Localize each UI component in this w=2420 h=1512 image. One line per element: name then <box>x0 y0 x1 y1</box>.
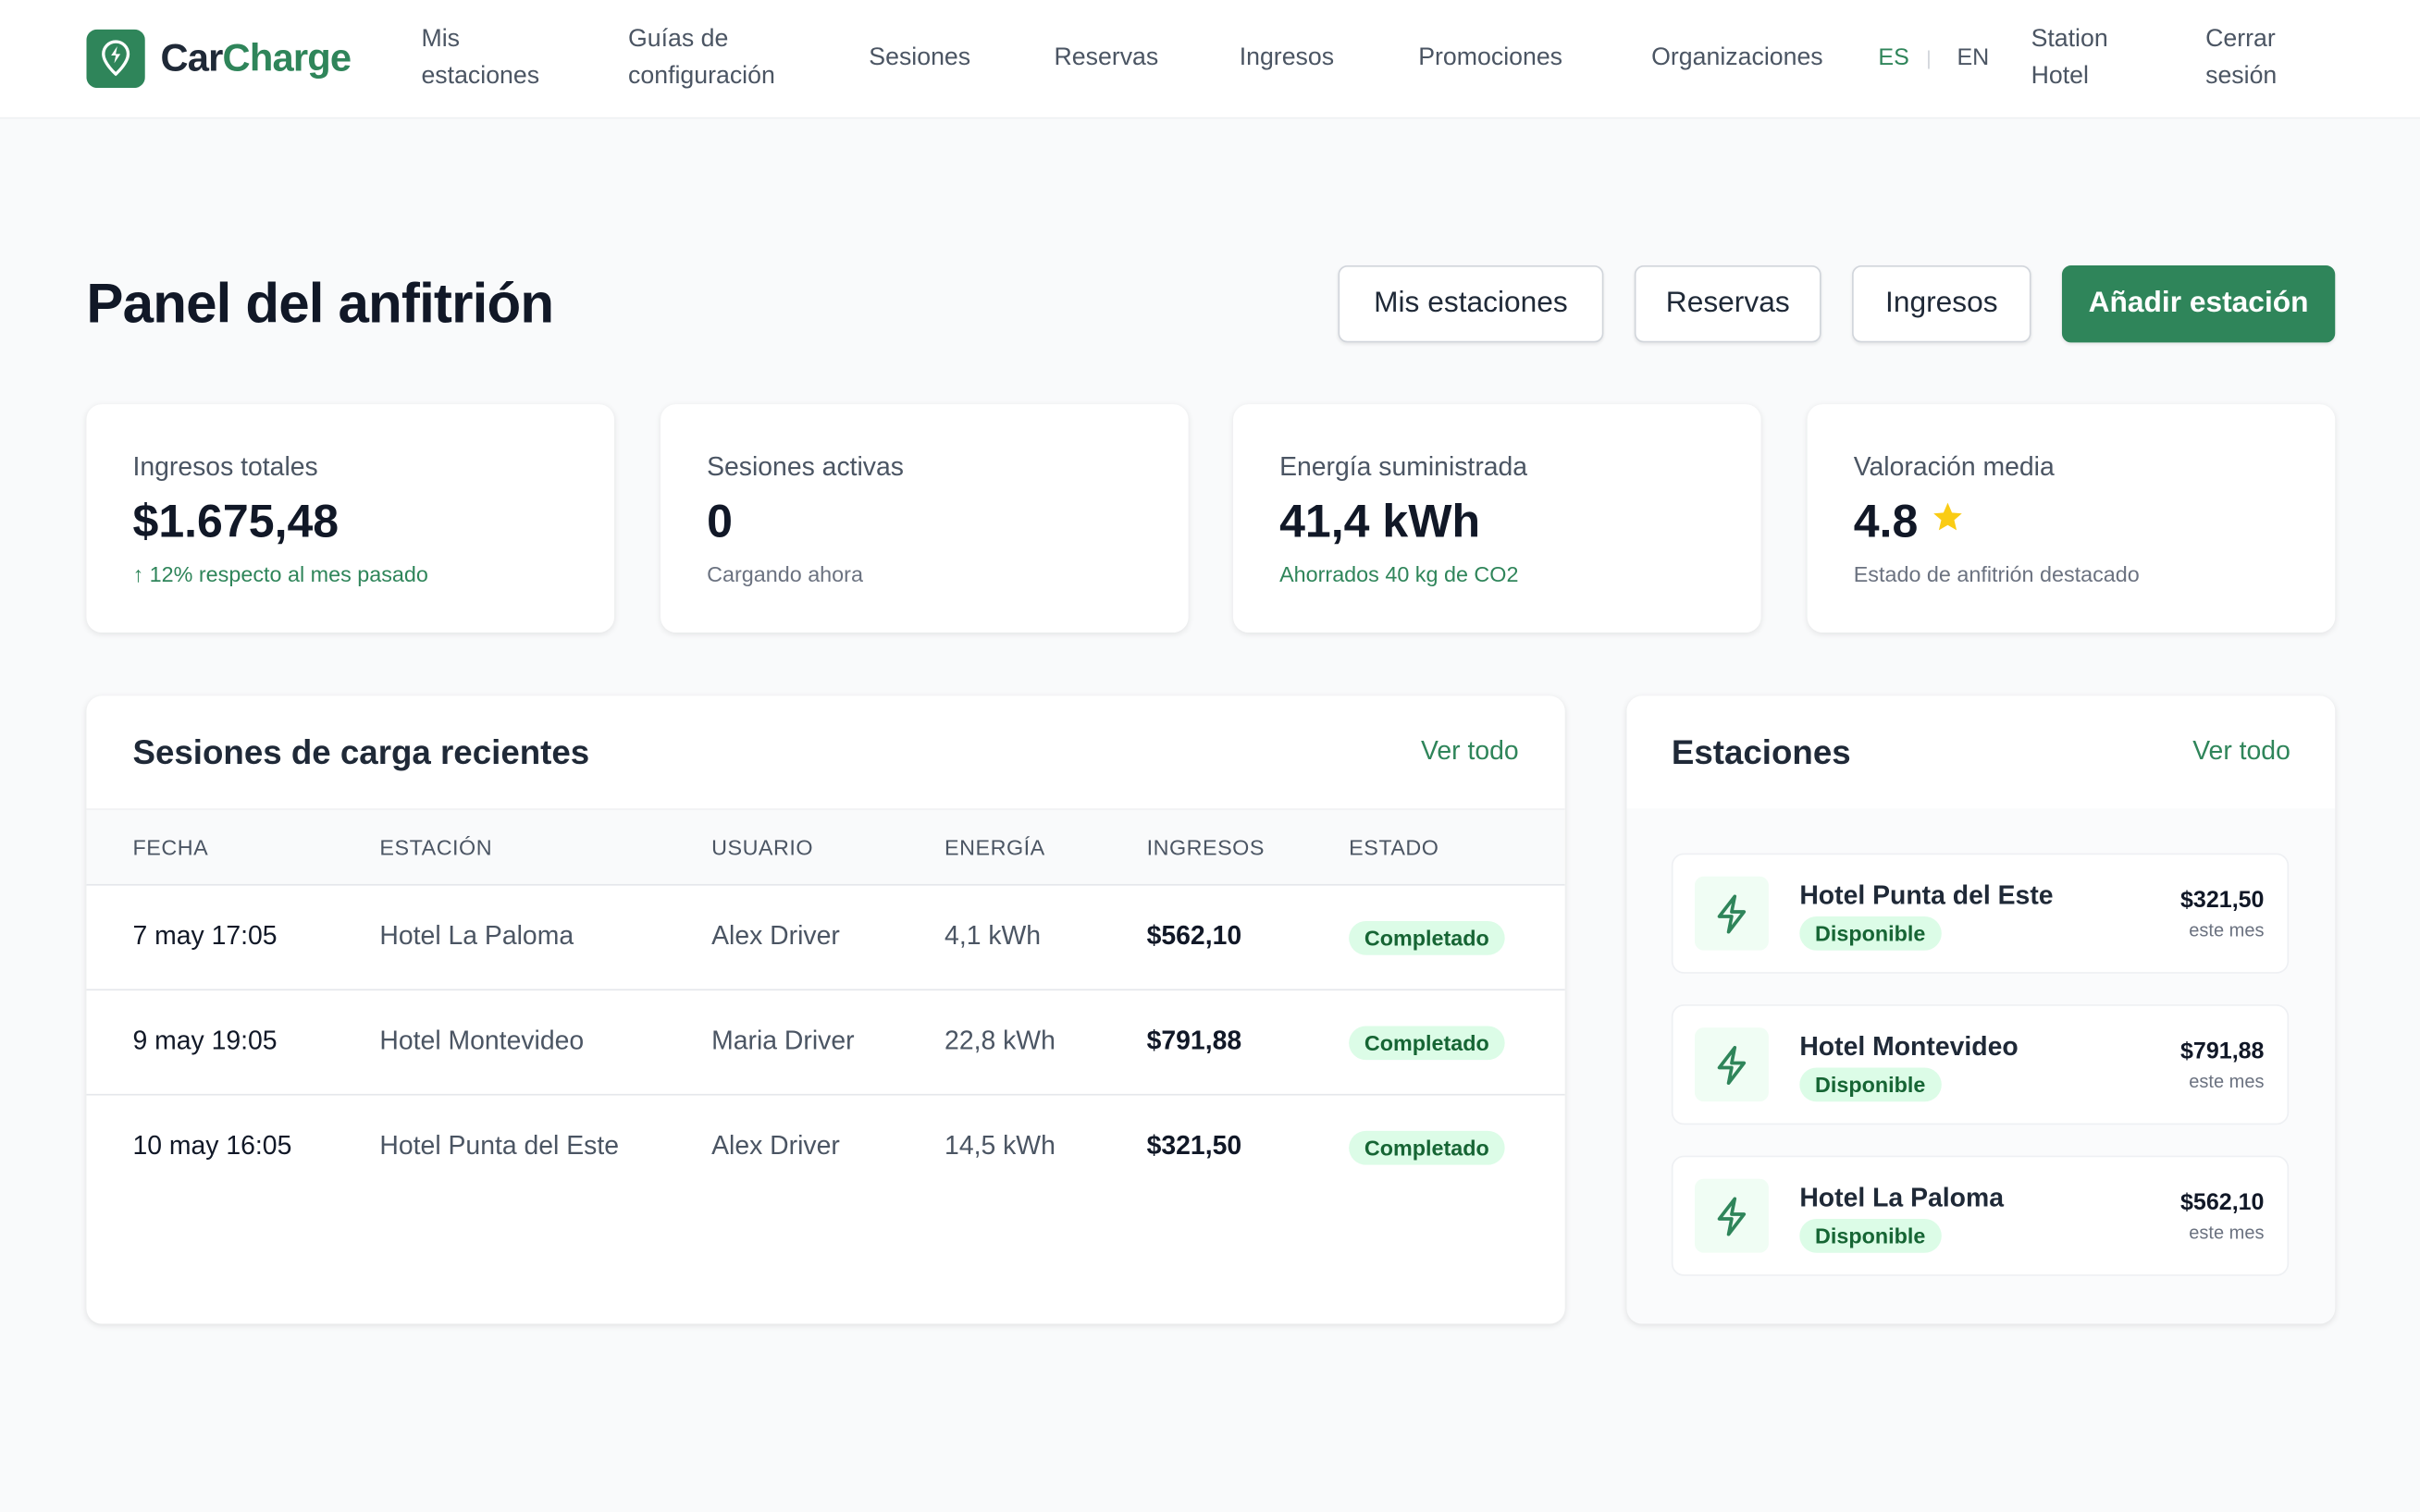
status-badge: Disponible <box>1799 1067 1942 1102</box>
logo-icon <box>86 29 145 89</box>
stat-number: 4.8 <box>1853 497 1919 548</box>
button[interactable]: Mis estaciones <box>1338 264 1604 343</box>
stat-label: Energía suministrada <box>1279 451 1528 482</box>
sessions-panel: Sesiones de carga recientes Ver todo FEC… <box>86 695 1565 1324</box>
stat-label: Valoración media <box>1853 451 2055 482</box>
brand[interactable]: CarCharge <box>161 37 352 81</box>
cell: Hotel Montevideo <box>379 1026 585 1056</box>
view-all[interactable]: Ver todo <box>2192 735 2290 766</box>
stat-note: Ahorrados 40 kg de CO2 <box>1279 561 1519 586</box>
stations-panel: Estaciones Ver todo Hotel Punta del Este… <box>1626 695 2336 1324</box>
bolt-icon <box>1694 876 1769 951</box>
station-period: este mes <box>2189 1070 2265 1093</box>
column-header: FECHA <box>132 834 209 860</box>
column-header: INGRESOS <box>1146 834 1265 860</box>
button[interactable]: Ingresos <box>1852 264 2031 343</box>
stat-note: Cargando ahora <box>707 561 863 586</box>
stat-number: $1.675,48 <box>132 497 340 548</box>
cell: Alex Driver <box>711 1130 840 1161</box>
nav-link[interactable]: Reservas <box>1054 44 1159 71</box>
page-title: Panel del anfitrión <box>86 271 554 336</box>
cell: $321,50 <box>1146 1130 1242 1161</box>
cell: 14,5 kWh <box>945 1130 1056 1161</box>
cell: 4,1 kWh <box>945 921 1042 951</box>
station-name: Hotel La Paloma <box>1799 1183 2004 1213</box>
station-card[interactable]: Hotel Punta del Este Disponible $321,50 est… <box>1671 853 2290 974</box>
stat-number: 41,4 kWh <box>1279 497 1481 548</box>
station-period: este mes <box>2189 919 2265 941</box>
cell: 10 may 16:05 <box>132 1130 292 1161</box>
lang-en[interactable]: EN <box>1957 44 1990 71</box>
primary-button[interactable]: Añadir estación <box>2061 264 2336 343</box>
bolt-icon <box>1694 1027 1769 1102</box>
nav-link[interactable]: Sesiones <box>869 44 971 71</box>
row-divider <box>86 1093 1565 1096</box>
logout[interactable]: Cerrar sesión <box>2205 26 2278 90</box>
panel-header <box>1626 695 2336 809</box>
column-header: ENERGÍA <box>945 834 1045 860</box>
cell: Maria Driver <box>711 1026 855 1056</box>
cell: $562,10 <box>1146 921 1242 951</box>
cell: Hotel Punta del Este <box>379 1130 619 1161</box>
cell: 9 may 19:05 <box>132 1026 278 1056</box>
station-period: este mes <box>2189 1222 2265 1244</box>
status-badge: Completado <box>1349 1026 1505 1061</box>
column-header: ESTADO <box>1349 834 1439 860</box>
station-name: Hotel Montevideo <box>1799 1032 2019 1062</box>
cell: Hotel La Paloma <box>379 921 574 951</box>
stat-value: $1.675,48 <box>132 497 339 549</box>
station-name: Hotel Punta del Este <box>1799 880 2054 911</box>
view-all[interactable]: Ver todo <box>1421 735 1519 766</box>
stat-value: 4.8 <box>1854 497 1965 549</box>
stat-card: Sesiones activas 0 Cargando ahora <box>661 404 1189 633</box>
nav-link[interactable]: Organizaciones <box>1651 44 1823 71</box>
status-badge: Disponible <box>1799 1219 1942 1253</box>
station-amount: $562,10 <box>2180 1189 2265 1216</box>
nav-link[interactable]: Promociones <box>1418 44 1563 71</box>
panel-title: Sesiones de carga recientes <box>132 732 590 772</box>
star-icon <box>1932 502 1962 531</box>
status-badge: Completado <box>1349 921 1505 955</box>
brand-b: Charge <box>222 37 352 80</box>
stat-label: Ingresos totales <box>132 451 318 482</box>
status-badge: Completado <box>1349 1130 1505 1165</box>
navbar: CarCharge Mis estaciones Guías de configu… <box>0 0 2420 119</box>
stat-label: Sesiones activas <box>707 451 904 482</box>
nav-link[interactable]: Ingresos <box>1239 44 1335 71</box>
cell: 22,8 kWh <box>945 1026 1056 1056</box>
lang-separator: | <box>1926 46 1932 70</box>
stat-note: ↑ 12% respecto al mes pasado <box>132 561 428 586</box>
stat-card: Ingresos totales $1.675,48 ↑ 12% respecto … <box>86 404 615 633</box>
column-header: USUARIO <box>711 834 814 860</box>
button[interactable]: Reservas <box>1634 264 1821 343</box>
column-header: ESTACIÓN <box>379 834 493 860</box>
nav-link[interactable]: Guías de configuración <box>628 26 775 90</box>
user-name[interactable]: Station Hotel <box>2031 26 2108 90</box>
stat-value: 0 <box>707 497 733 549</box>
station-amount: $791,88 <box>2180 1038 2265 1065</box>
panel-title: Estaciones <box>1671 732 1851 772</box>
station-amount: $321,50 <box>2180 887 2265 914</box>
cell: $791,88 <box>1146 1026 1242 1056</box>
nav-link[interactable]: Mis estaciones <box>421 26 540 90</box>
stat-card: Valoración media 4.8 Estado de anfitrión d… <box>1807 404 2336 633</box>
row-divider <box>86 989 1565 991</box>
status-badge: Disponible <box>1799 916 1942 951</box>
stat-number: 0 <box>707 497 733 548</box>
cell: Alex Driver <box>711 921 840 951</box>
stat-value: 41,4 kWh <box>1279 497 1480 549</box>
station-card[interactable]: Hotel La Paloma Disponible $562,10 este mes <box>1671 1155 2290 1276</box>
station-card[interactable]: Hotel Montevideo Disponible $791,88 este me… <box>1671 1004 2290 1125</box>
brand-a: Car <box>160 37 224 80</box>
lang-es[interactable]: ES <box>1878 44 1909 71</box>
cell: 7 may 17:05 <box>132 921 278 951</box>
table-header <box>86 808 1565 886</box>
stat-card: Energía suministrada 41,4 kWh Ahorrados 40… <box>1233 404 1761 633</box>
bolt-icon <box>1694 1178 1769 1253</box>
stat-note: Estado de anfitrión destacado <box>1853 561 2140 586</box>
